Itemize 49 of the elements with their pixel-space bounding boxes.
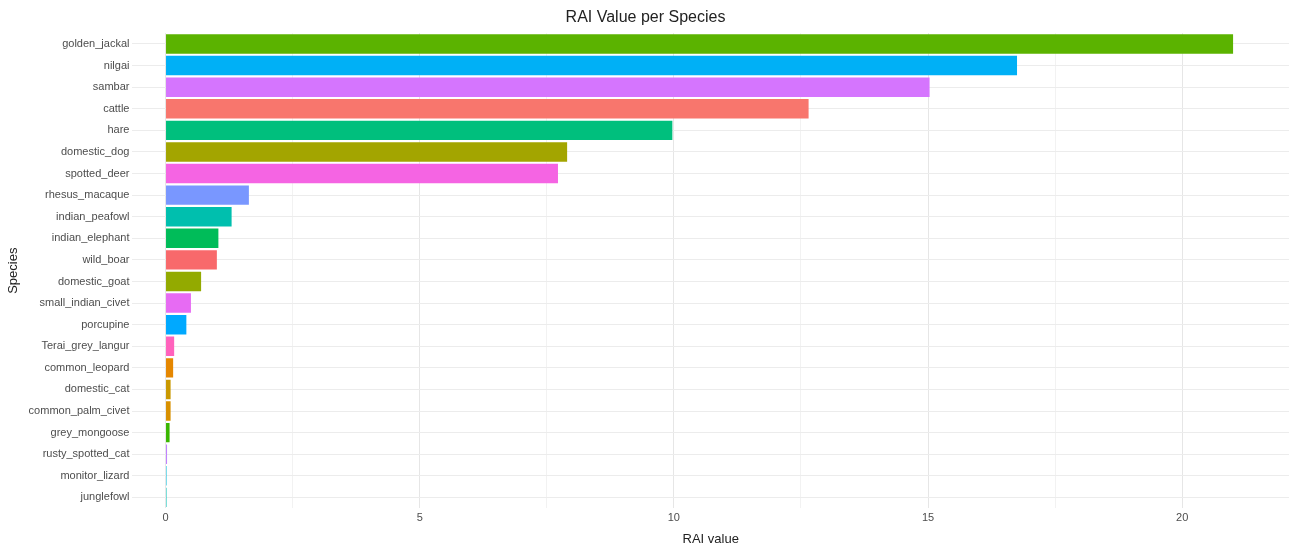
y-tick-label: indian_elephant (51, 231, 130, 244)
y-tick-label: grey_mongoose (50, 425, 130, 438)
bar (166, 314, 187, 335)
y-tick-label: golden_jackal (62, 37, 130, 50)
bar (166, 120, 673, 141)
bar (166, 379, 171, 400)
y-tick-label: common_palm_civet (28, 404, 130, 417)
bar (166, 271, 202, 292)
y-tick-label: rusty_spotted_cat (42, 447, 130, 460)
bar (166, 163, 558, 184)
chart-title: RAI Value per Species (565, 8, 726, 26)
bar (166, 55, 1018, 76)
y-tick-label: domestic_dog (60, 144, 130, 157)
y-tick-label: spotted_deer (65, 166, 130, 179)
bar (166, 336, 175, 356)
bar (166, 34, 1234, 54)
y-tick-label: indian_peafowl (56, 209, 130, 222)
y-tick-label: hare (107, 123, 130, 136)
y-tick-label: common_leopard (44, 360, 130, 373)
bar (166, 401, 171, 421)
bar (166, 77, 930, 97)
bar (166, 142, 568, 162)
y-axis-title: Species (5, 247, 21, 294)
y-tick-label: monitor_lizard (60, 468, 130, 481)
y-tick-label: porcupine (81, 317, 130, 330)
bar (166, 250, 217, 270)
bar (166, 358, 174, 378)
bar (166, 185, 249, 205)
y-tick-label: nilgai (103, 58, 130, 71)
x-tick-label: 10 (667, 510, 681, 523)
y-tick-label: domestic_goat (57, 274, 130, 287)
x-tick-label: 5 (416, 510, 423, 523)
y-tick-label: small_indian_civet (39, 296, 130, 309)
x-tick-label: 0 (162, 510, 169, 523)
y-tick-label: rhesus_macaque (45, 188, 130, 201)
x-tick-label: 15 (921, 510, 935, 523)
bar (166, 99, 809, 119)
bar (166, 293, 191, 313)
bar (166, 207, 232, 227)
y-tick-label: domestic_cat (64, 382, 130, 395)
x-axis-title: RAI value (682, 530, 739, 546)
y-tick-label: cattle (103, 101, 130, 114)
y-tick-label: junglefowl (79, 490, 130, 503)
y-tick-label: Terai_grey_langur (41, 339, 130, 352)
bar (166, 422, 170, 443)
x-tick-label: 20 (1176, 510, 1189, 523)
y-tick-label: wild_boar (81, 252, 130, 265)
y-tick-label: sambar (92, 80, 130, 93)
bar (166, 228, 219, 249)
